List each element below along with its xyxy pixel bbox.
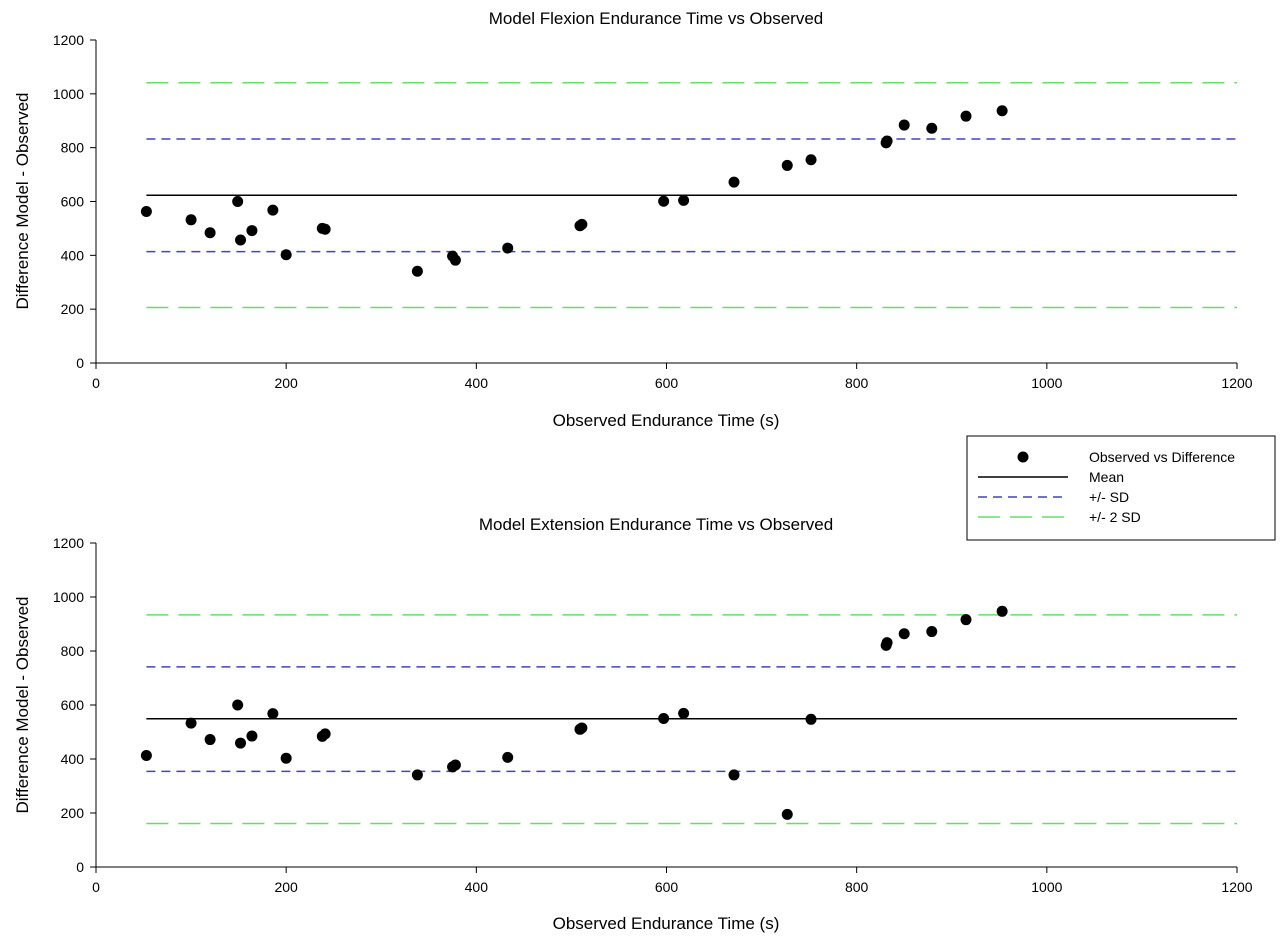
data-point <box>997 606 1008 617</box>
data-point <box>246 731 257 742</box>
data-point <box>961 614 972 625</box>
y-tick-label: 600 <box>61 697 85 713</box>
legend-marker-icon <box>1018 452 1029 463</box>
legend-label-2sd: +/- 2 SD <box>1089 509 1141 525</box>
y-tick-label: 1000 <box>53 589 84 605</box>
y-tick-label: 600 <box>61 194 85 210</box>
data-point <box>141 750 152 761</box>
data-point <box>235 234 246 245</box>
data-point <box>658 196 669 207</box>
y-tick-label: 200 <box>61 301 85 317</box>
legend-label-mean: Mean <box>1089 469 1124 485</box>
legend: Observed vs Difference Mean +/- SD +/- 2… <box>967 436 1275 540</box>
data-point <box>806 154 817 165</box>
data-point <box>926 123 937 134</box>
data-point <box>281 249 292 260</box>
data-point <box>576 722 587 733</box>
x-tick-label: 1000 <box>1031 879 1062 895</box>
extension-chart: Model Extension Endurance Time vs Observ… <box>13 515 1253 933</box>
y-tick-label: 800 <box>61 643 85 659</box>
data-point <box>961 111 972 122</box>
legend-label-points: Observed vs Difference <box>1089 449 1235 465</box>
x-axis-label: Observed Endurance Time (s) <box>553 914 780 933</box>
data-point <box>882 637 893 648</box>
y-tick-label: 1200 <box>53 535 84 551</box>
y-tick-label: 1000 <box>53 86 84 102</box>
data-point <box>729 769 740 780</box>
data-point <box>235 738 246 749</box>
x-tick-label: 1200 <box>1221 879 1252 895</box>
data-point <box>997 105 1008 116</box>
data-point <box>320 224 331 235</box>
data-point <box>502 243 513 254</box>
data-point <box>412 266 423 277</box>
data-point <box>267 708 278 719</box>
data-point <box>658 713 669 724</box>
x-tick-label: 400 <box>465 375 489 391</box>
data-point <box>502 752 513 763</box>
data-point <box>232 700 243 711</box>
data-point <box>186 718 197 729</box>
data-point <box>205 734 216 745</box>
data-point <box>320 728 331 739</box>
x-tick-label: 200 <box>274 879 298 895</box>
x-tick-label: 0 <box>92 879 100 895</box>
data-point <box>729 177 740 188</box>
reference-lines <box>146 615 1237 824</box>
data-point <box>267 205 278 216</box>
data-point <box>806 714 817 725</box>
ticks: 0 200 400 600 800 1000 1200 0 200 400 600 800 1000 12… <box>53 32 1253 391</box>
data-point <box>899 628 910 639</box>
data-point <box>141 206 152 217</box>
data-point <box>678 195 689 206</box>
ticks: 0 200 400 600 800 1000 1200 0 200 400 600 800 1000 12… <box>53 535 1253 895</box>
y-tick-label: 1200 <box>53 32 84 48</box>
x-tick-label: 800 <box>845 375 869 391</box>
x-tick-label: 600 <box>655 879 679 895</box>
data-point <box>450 759 461 770</box>
data-point <box>576 219 587 230</box>
axes <box>96 543 1237 867</box>
data-point <box>926 626 937 637</box>
y-axis-label: Difference Model - Observed <box>13 92 32 309</box>
x-tick-label: 400 <box>465 879 489 895</box>
flexion-chart: Model Flexion Endurance Time vs Observed… <box>13 9 1253 430</box>
y-tick-label: 0 <box>76 355 84 371</box>
y-tick-label: 800 <box>61 140 85 156</box>
data-point <box>678 708 689 719</box>
y-tick-label: 200 <box>61 805 85 821</box>
y-tick-label: 400 <box>61 751 85 767</box>
data-point <box>782 160 793 171</box>
chart-title-flexion: Model Flexion Endurance Time vs Observed <box>489 9 824 28</box>
y-tick-label: 0 <box>76 859 84 875</box>
data-point <box>205 227 216 238</box>
data-point <box>450 255 461 266</box>
data-point <box>186 214 197 225</box>
legend-label-sd: +/- SD <box>1089 489 1129 505</box>
data-point <box>412 769 423 780</box>
x-tick-label: 1000 <box>1031 375 1062 391</box>
x-tick-label: 800 <box>845 879 869 895</box>
y-tick-label: 400 <box>61 247 85 263</box>
x-tick-label: 600 <box>655 375 679 391</box>
x-tick-label: 200 <box>274 375 298 391</box>
x-tick-label: 0 <box>92 375 100 391</box>
data-point <box>246 225 257 236</box>
data-point <box>782 809 793 820</box>
data-point <box>281 753 292 764</box>
x-axis-label: Observed Endurance Time (s) <box>553 411 780 430</box>
reference-lines <box>146 83 1237 308</box>
chart-title-extension: Model Extension Endurance Time vs Observ… <box>479 515 833 534</box>
x-tick-label: 1200 <box>1221 375 1252 391</box>
data-point <box>232 196 243 207</box>
data-points <box>141 606 1008 820</box>
data-point <box>882 135 893 146</box>
data-point <box>899 120 910 131</box>
y-axis-label: Difference Model - Observed <box>13 596 32 813</box>
